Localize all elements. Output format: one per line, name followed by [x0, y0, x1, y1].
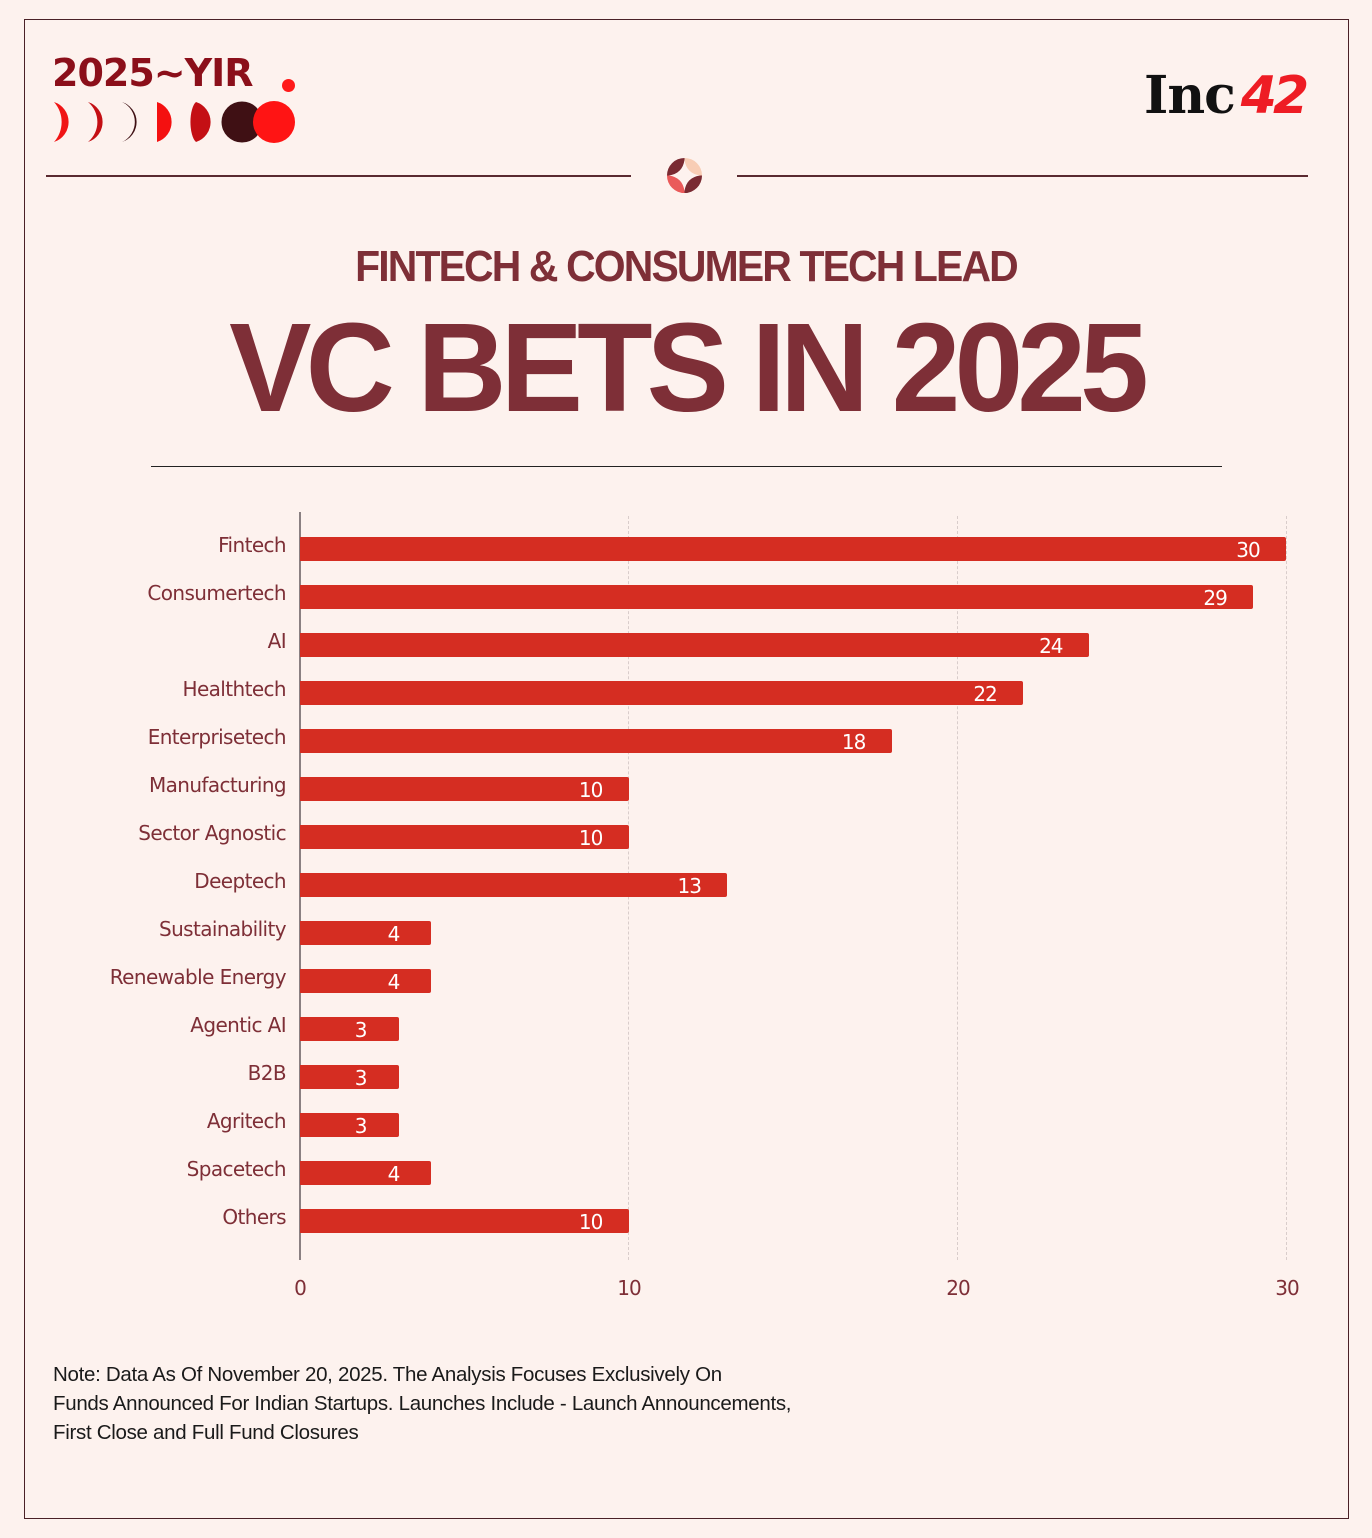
bar	[300, 1017, 399, 1041]
bar	[300, 585, 1254, 609]
bar	[300, 1065, 399, 1089]
bar	[300, 537, 1286, 561]
bar-value-label: 22	[973, 682, 997, 706]
footnote-line: Note: Data As Of November 20, 2025. The …	[53, 1363, 722, 1386]
y-axis-line	[299, 512, 301, 1260]
category-label: Others	[222, 1205, 286, 1229]
category-label: Spacetech	[186, 1157, 287, 1181]
category-label: AI	[267, 629, 287, 653]
category-label: Agentic AI	[190, 1013, 286, 1037]
footnote: Note: Data As Of November 20, 2025. The …	[53, 1360, 913, 1447]
category-label: Healthtech	[182, 677, 287, 701]
inc42-logo-text: Inc	[1144, 65, 1236, 126]
category-label: Sustainability	[158, 917, 287, 941]
chart-title: VC BETS IN 2025	[229, 297, 1149, 438]
bar-value-label: 3	[354, 1114, 368, 1138]
page-frame	[24, 19, 1349, 1519]
bar	[300, 969, 432, 993]
category-label: Agritech	[206, 1109, 287, 1133]
x-tick-label: 20	[946, 1276, 970, 1300]
bar-value-label: 10	[578, 778, 603, 802]
category-label: Enterprisetech	[147, 725, 287, 749]
yir-logo-dot	[282, 79, 295, 92]
bar	[300, 681, 1024, 705]
inc42-logo: Inc 42	[1144, 65, 1309, 126]
bar-value-label: 3	[354, 1018, 368, 1042]
moon-phases-icon	[54, 101, 295, 143]
category-label: Deeptech	[194, 869, 286, 893]
bar	[300, 729, 892, 753]
category-label: Sector Agnostic	[138, 821, 286, 845]
bar-value-label: 4	[387, 922, 401, 946]
inc42-logo-number: 42	[1240, 66, 1309, 126]
bar-value-label: 10	[578, 1210, 603, 1234]
category-label: Fintech	[218, 533, 287, 557]
gridline-20	[957, 516, 958, 1260]
bar-value-label: 30	[1236, 538, 1260, 562]
bar-value-label: 24	[1039, 634, 1063, 658]
bar	[300, 873, 728, 897]
gridline-30	[1286, 516, 1287, 1260]
yir-logo-text: 2025~YIR	[52, 51, 254, 95]
x-tick-label: 0	[294, 1276, 307, 1300]
bar-value-label: 10	[578, 826, 603, 850]
bar-value-label: 4	[387, 1162, 401, 1186]
bar	[300, 921, 432, 945]
bar-value-label: 3	[354, 1066, 368, 1090]
header-divider-left	[46, 175, 631, 177]
category-label: Manufacturing	[148, 773, 287, 797]
footnote-line: Funds Announced For Indian Startups. Lau…	[53, 1392, 792, 1415]
bar	[300, 825, 629, 849]
bar	[300, 1113, 399, 1137]
bar	[300, 1161, 432, 1185]
footnote-line: First Close and Full Fund Closures	[53, 1421, 359, 1444]
header-divider-right	[737, 175, 1308, 177]
category-label: B2B	[247, 1061, 287, 1085]
bar-value-label: 13	[677, 874, 702, 898]
bar	[300, 633, 1089, 657]
bar	[300, 777, 629, 801]
category-label: Consumertech	[147, 581, 286, 605]
x-tick-label: 30	[1275, 1276, 1299, 1300]
title-divider	[151, 466, 1222, 468]
category-label: Renewable Energy	[109, 965, 287, 989]
bar-value-label: 4	[387, 970, 401, 994]
bar-value-label: 18	[841, 730, 866, 754]
star-emblem-icon	[666, 157, 703, 194]
bar-value-label: 29	[1203, 586, 1227, 610]
bar	[300, 1209, 629, 1233]
x-tick-label: 10	[617, 1276, 641, 1300]
chart-subtitle: FINTECH & CONSUMER TECH LEAD	[355, 242, 1019, 291]
